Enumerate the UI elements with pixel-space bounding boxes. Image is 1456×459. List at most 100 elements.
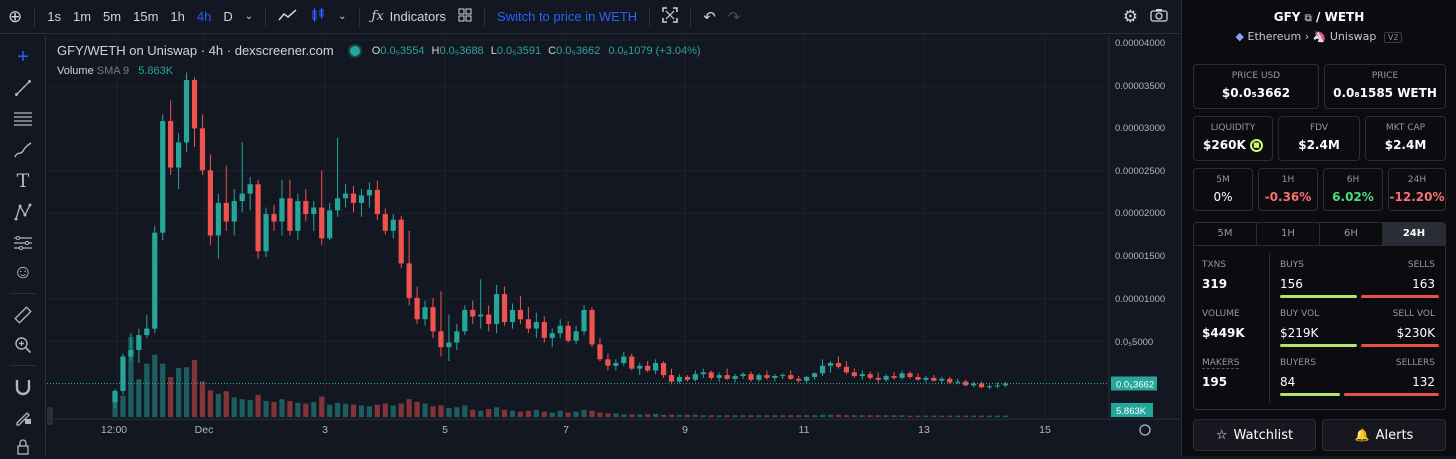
candle-body (557, 325, 563, 334)
volume-bar (160, 363, 166, 417)
candle-body (390, 219, 396, 231)
candle-body (311, 207, 317, 215)
candle-body (819, 365, 826, 374)
tab-5m[interactable]: 5M (1194, 223, 1257, 245)
candle-body (303, 201, 309, 215)
volume-label[interactable]: Volume (57, 65, 94, 77)
volume-bar (597, 412, 603, 417)
candle-body (660, 363, 667, 376)
candle-body (501, 294, 508, 323)
lock-badge-icon[interactable]: ■ (1249, 139, 1263, 152)
candle-body (462, 309, 468, 332)
redo-icon[interactable]: ↷ (727, 8, 741, 26)
settings-gear-icon[interactable]: ⚙ (1122, 6, 1138, 26)
candle-body (438, 331, 444, 348)
volume-bar (120, 395, 126, 417)
pair-base: GFY (1273, 10, 1301, 24)
interval-4h[interactable]: 4h (196, 9, 212, 24)
switch-price-button[interactable]: Switch to price in WETH (497, 9, 638, 24)
tab-24h[interactable]: 24H (1383, 223, 1445, 245)
chart-symbol-title[interactable]: GFY/WETH on Uniswap · 4h · dexscreener.c… (57, 43, 334, 58)
add-symbol-icon[interactable]: ⊕ (8, 6, 23, 26)
emoji-icon[interactable]: ☺ (13, 262, 33, 283)
tab-6h[interactable]: 6H (1320, 223, 1383, 245)
candle-body (676, 376, 683, 382)
ruler-icon[interactable] (11, 303, 35, 327)
candle-body (899, 373, 905, 378)
candle-body (152, 232, 158, 329)
volume-bar (168, 377, 174, 417)
trend-line-icon[interactable] (11, 76, 35, 100)
change-24h-box[interactable]: 24H -12.20% (1388, 168, 1446, 211)
prediction-icon[interactable] (11, 231, 35, 255)
chevron-down-icon[interactable]: ⌄ (244, 11, 254, 22)
indicators-button[interactable]: Indicators (389, 9, 447, 24)
sells-label: SELLS (1407, 260, 1435, 270)
lock-icon[interactable] (11, 435, 35, 459)
price-chart[interactable]: 0.00004000 0.00003500 0.00003000 0.00002500… (47, 35, 1180, 456)
volume-bar (819, 414, 826, 417)
pair-info-panel: GFY ⧉ / WETH ◆ Ethereum › 🦄 Uniswap V2 P… (1181, 0, 1456, 456)
chevron-down-icon[interactable]: ⌄ (338, 11, 347, 22)
liquidity-box: LIQUIDITY $260K ■ (1193, 116, 1273, 161)
change-1h-box[interactable]: 1H -0.36% (1258, 168, 1318, 211)
pattern-icon[interactable] (11, 200, 35, 224)
divider (484, 6, 486, 27)
tab-1h[interactable]: 1H (1257, 223, 1320, 245)
ethereum-icon: ◆ (1235, 30, 1244, 43)
fullscreen-icon[interactable] (656, 7, 684, 26)
volume-bar (955, 415, 961, 417)
price-axis-label: 0.00002000 (1115, 208, 1165, 219)
interval-1h[interactable]: 1h (170, 9, 185, 24)
chain-name[interactable]: Ethereum (1247, 30, 1302, 43)
change-6h-box[interactable]: 6H 6.02% (1323, 168, 1383, 211)
axis-settings-icon[interactable] (1139, 424, 1151, 436)
fdv-value: $2.4M (1298, 138, 1340, 152)
volume-bar (255, 394, 261, 417)
buys-value: 156 (1280, 277, 1303, 291)
interval-15m[interactable]: 15m (133, 9, 159, 24)
price-axis-label: 0.0₅5000 (1115, 337, 1153, 348)
change-5m-box[interactable]: 5M 0% (1193, 168, 1253, 211)
interval-d[interactable]: D (223, 9, 233, 24)
interval-1s[interactable]: 1s (47, 9, 61, 24)
volume-bar (263, 401, 269, 417)
layouts-icon[interactable] (452, 8, 478, 25)
lock-drawings-icon[interactable] (11, 405, 35, 429)
price-usd-box: PRICE USD $0.0₅3662 (1193, 64, 1319, 109)
mktcap-box: MKT CAP $2.4M (1365, 116, 1446, 161)
magnet-icon[interactable] (11, 375, 35, 399)
alerts-button[interactable]: 🔔 Alerts (1322, 419, 1446, 451)
sellers-label: SELLERS (1395, 358, 1435, 368)
camera-icon[interactable] (1144, 8, 1180, 25)
crosshair-icon[interactable]: + (17, 45, 29, 68)
horizontal-lines-icon[interactable] (11, 107, 35, 131)
text-icon[interactable]: T (16, 170, 30, 192)
zoom-in-icon[interactable] (11, 333, 35, 357)
interval-5m[interactable]: 5m (103, 9, 122, 24)
candlestick-chart[interactable]: 0.00004000 0.00003500 0.00003000 0.00002500… (47, 35, 1180, 456)
change-5m-value: 0% (1213, 190, 1233, 204)
watchlist-button[interactable]: ☆ Watchlist (1193, 419, 1316, 451)
brush-icon[interactable] (11, 138, 35, 162)
candle-body (796, 378, 802, 381)
volume-bar (366, 406, 372, 417)
timeframe-tabs: 5M 1H 6H 24H (1193, 222, 1446, 246)
candle-body (891, 376, 897, 378)
candles-icon[interactable] (304, 7, 332, 26)
dex-name[interactable]: Uniswap (1329, 30, 1377, 43)
candle-body (732, 376, 738, 379)
copy-icon[interactable]: ⧉ (1304, 13, 1312, 24)
volume-bar (136, 379, 142, 417)
time-axis-label: 7 (563, 424, 569, 436)
ohlc-open: 0.0₅3554 (380, 44, 425, 57)
volume-bar (859, 415, 865, 417)
volume-bar (565, 412, 571, 417)
indicators-icon[interactable]: ƒx (371, 9, 384, 24)
undo-icon[interactable]: ↶ (703, 8, 716, 26)
volume-value: 5.863K (138, 65, 174, 77)
candle-body (851, 372, 857, 377)
volume-bar (653, 413, 659, 417)
line-chart-icon[interactable] (272, 8, 304, 25)
interval-1m[interactable]: 1m (72, 9, 92, 24)
